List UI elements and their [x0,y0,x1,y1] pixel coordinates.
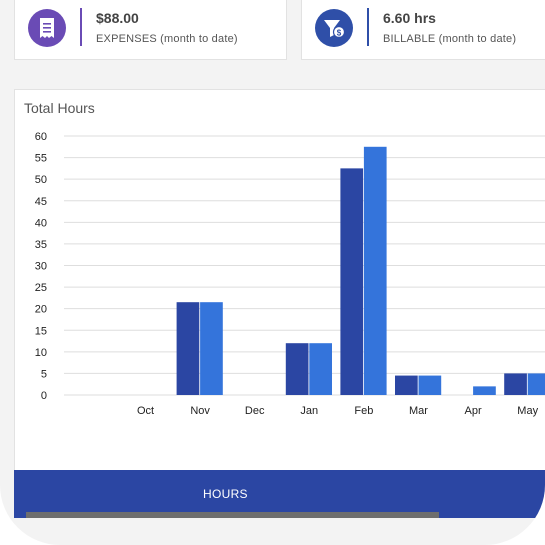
x-tick-label: Apr [465,405,482,417]
bar [200,302,223,395]
y-tick-label: 5 [41,368,47,380]
bar [395,375,418,395]
x-tick-label: Jan [300,405,318,417]
y-tick-label: 60 [35,131,47,143]
expenses-caption: EXPENSES (month to date) [96,33,238,45]
funnel-dollar-icon: $ [315,9,353,47]
y-tick-label: 0 [41,390,47,402]
y-tick-label: 35 [35,239,47,251]
tab-indicator [26,512,439,518]
y-tick-label: 45 [35,196,47,208]
bar [309,343,332,395]
y-tick-label: 25 [35,282,47,294]
y-tick-label: 40 [35,217,47,229]
y-tick-label: 20 [35,304,47,316]
bar [527,373,545,395]
bar [473,386,496,395]
x-tick-label: Feb [354,405,373,417]
y-tick-label: 10 [35,347,47,359]
svg-text:$: $ [337,29,342,38]
expenses-value: $88.00 [96,10,139,26]
billable-value: 6.60 hrs [383,10,436,26]
billable-card[interactable]: $ 6.60 hrs BILLABLE (month to date) [301,0,545,60]
total-hours-chart-panel: Total Hours 0 5 10 15 20 25 30 35 40 45 50 55 60 Oct N… [14,89,545,479]
tab-hours[interactable]: HOURS [203,487,248,501]
y-tick-label: 55 [35,153,47,165]
bar [504,373,527,395]
y-tick-label: 50 [35,174,47,186]
x-tick-label: Dec [245,405,265,417]
bar [285,343,309,395]
x-tick-label: Nov [190,405,210,417]
bar [176,302,200,395]
chart-title: Total Hours [24,100,95,116]
card-divider [80,8,82,46]
x-tick-label: Oct [137,405,154,417]
bar [340,168,364,395]
y-tick-label: 15 [35,325,47,337]
y-tick-label: 30 [35,261,47,273]
bar [363,146,387,395]
expenses-card[interactable]: $88.00 EXPENSES (month to date) [14,0,287,60]
card-divider [367,8,369,46]
x-tick-label: May [517,405,538,417]
total-hours-bar-chart: 0 5 10 15 20 25 30 35 40 45 50 55 60 Oct Nov Dec Jan Feb M… [35,131,545,417]
receipt-icon [28,9,66,47]
x-tick-label: Mar [409,405,428,417]
bottom-tab-bar: HOURS [14,470,545,518]
billable-caption: BILLABLE (month to date) [383,33,517,45]
bar [418,375,442,395]
